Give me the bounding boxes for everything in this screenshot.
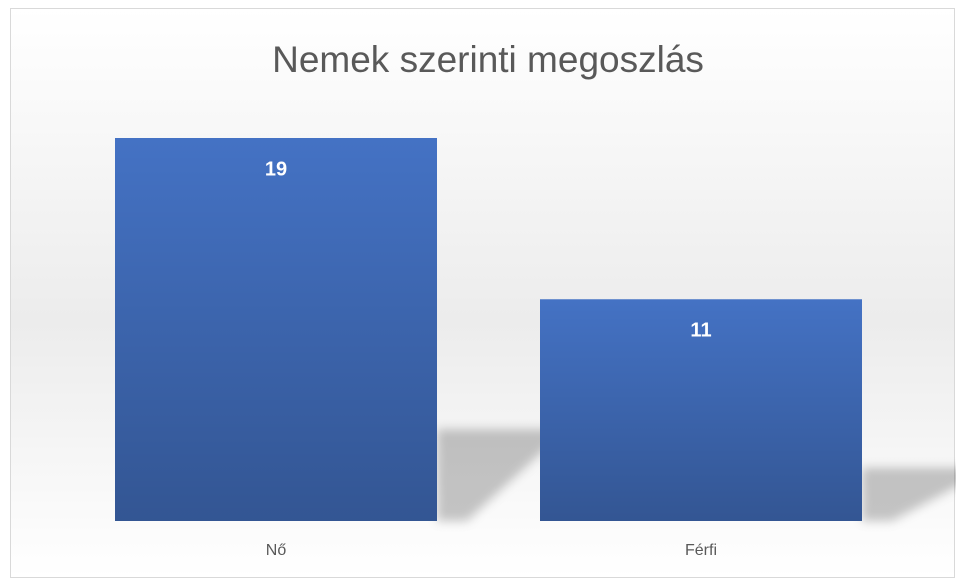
bar-shadow [862,467,956,521]
data-label: 11 [690,320,711,342]
chart-title: Nemek szerinti megoszlás [272,39,704,80]
data-label: 19 [265,158,287,180]
bar-shade [540,299,862,521]
x-tick-label: Férfi [685,542,717,559]
x-tick-label: Nő [266,542,287,559]
bar-shade [115,138,437,521]
bar-shadow [437,429,567,521]
